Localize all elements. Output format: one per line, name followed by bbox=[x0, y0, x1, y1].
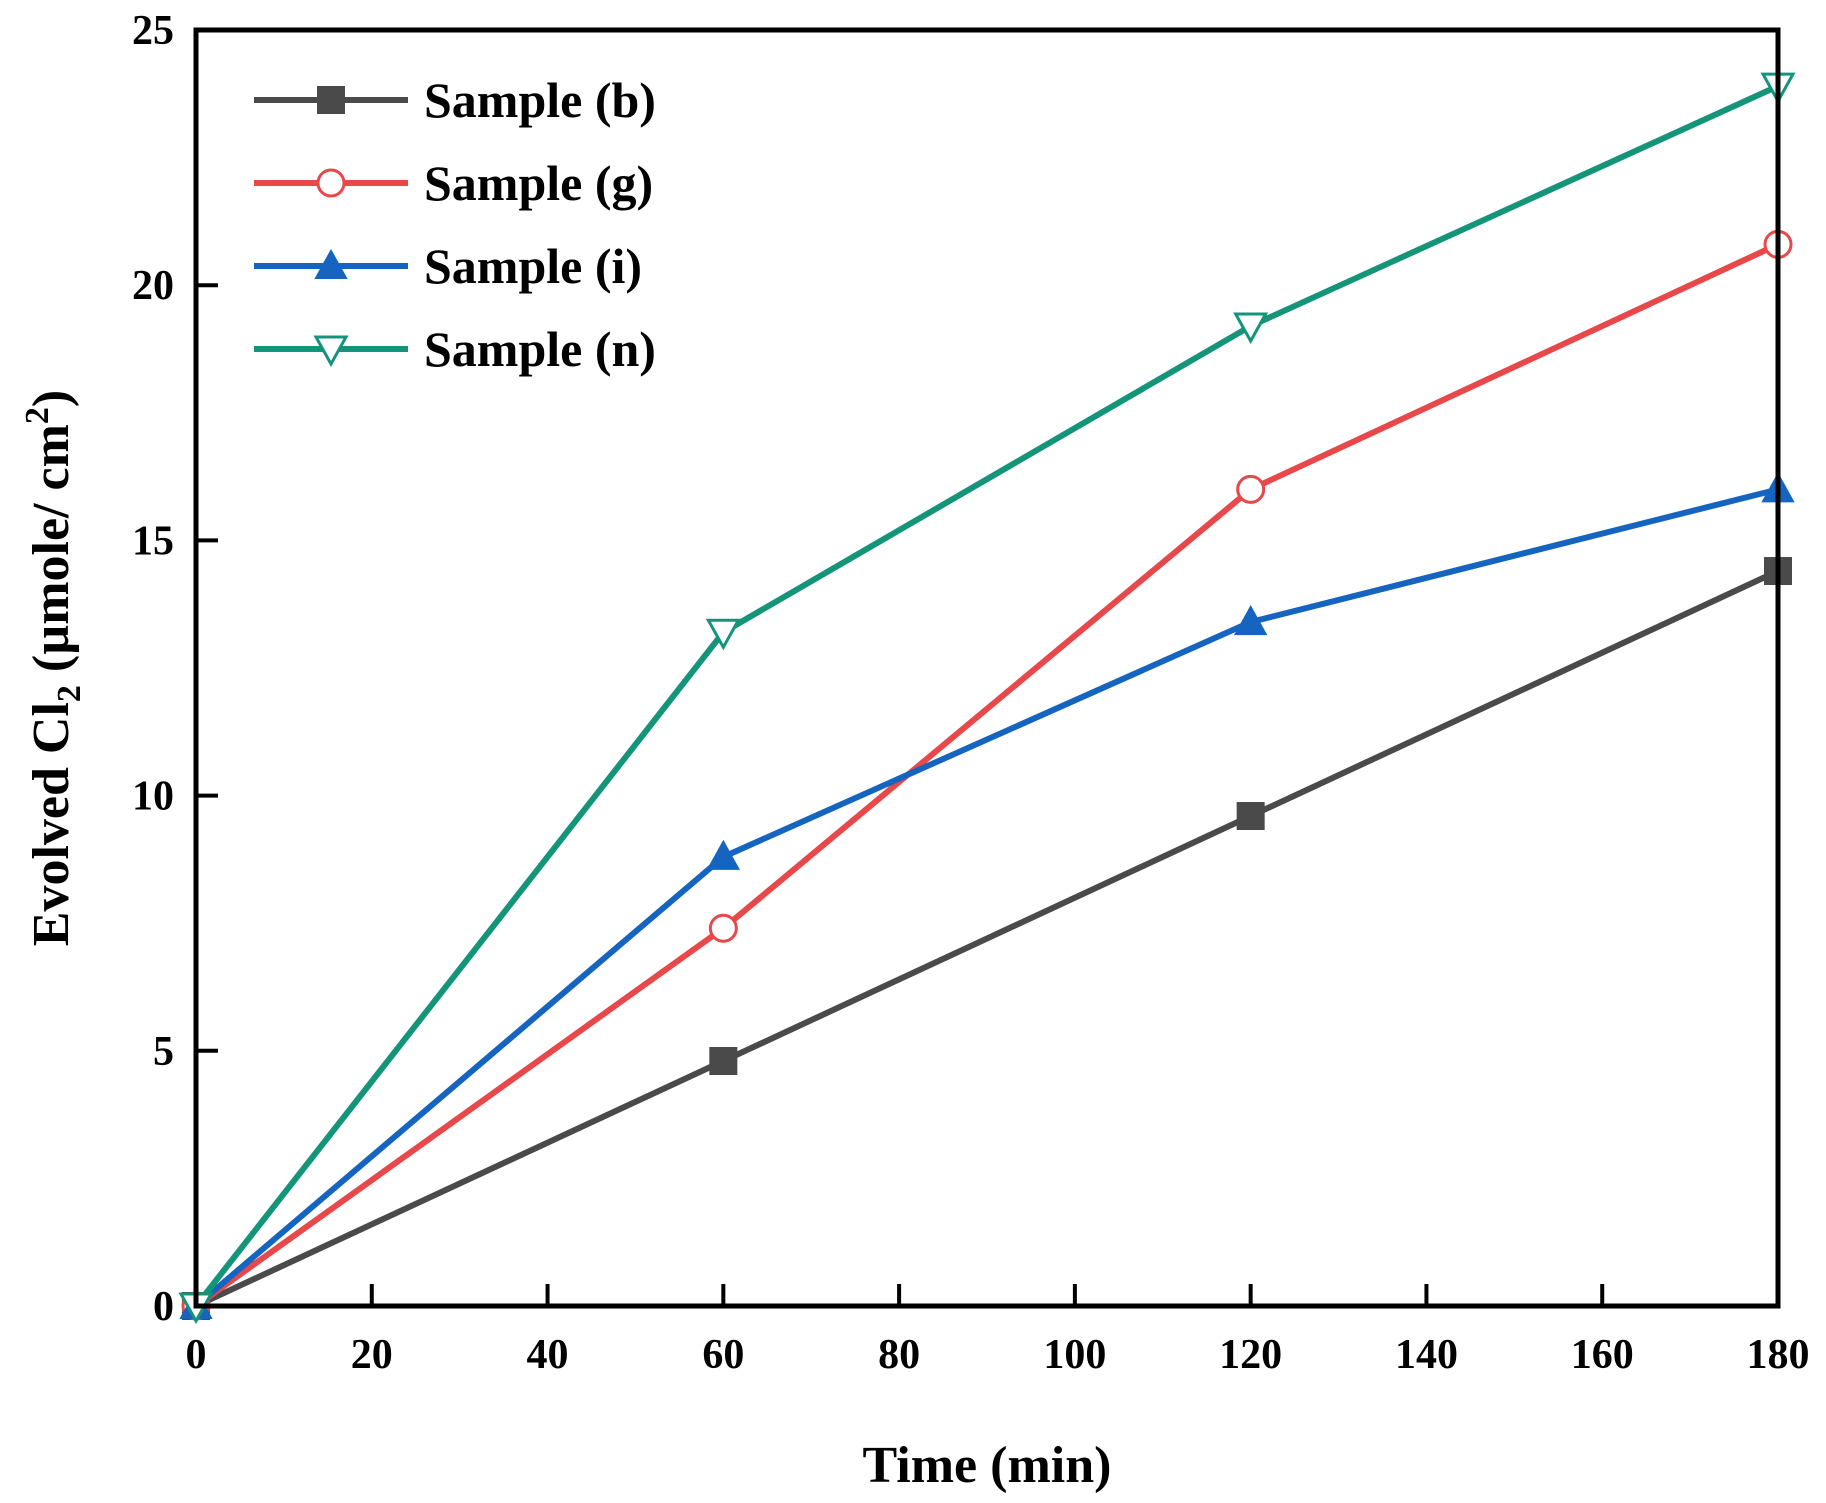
y-axis-title-subscript: 2 bbox=[51, 685, 88, 702]
series-line bbox=[194, 486, 1779, 1309]
data-point bbox=[1236, 802, 1265, 831]
y-tick-label: 0 bbox=[153, 1284, 174, 1330]
legend: Sample (b) Sample (g) Sample (i) Sample (n) bbox=[254, 72, 656, 377]
legend-swatch-marker bbox=[317, 86, 345, 114]
y-axis-title-suffix: ) bbox=[23, 390, 80, 407]
x-tick-label: 80 bbox=[878, 1332, 920, 1378]
data-point bbox=[1233, 605, 1268, 636]
series-4 bbox=[178, 72, 1796, 1325]
legend-entry: Sample (g) bbox=[254, 155, 653, 211]
y-tick-label: 5 bbox=[153, 1029, 174, 1075]
series-line bbox=[194, 568, 1780, 1309]
x-tick-label: 0 bbox=[186, 1332, 207, 1378]
legend-swatch-marker bbox=[313, 335, 349, 368]
data-point bbox=[705, 618, 741, 651]
legend-swatch-marker bbox=[314, 248, 348, 279]
legend-label: Sample (n) bbox=[424, 321, 656, 377]
legend-label: Sample (g) bbox=[424, 155, 653, 211]
legend-entry: Sample (n) bbox=[254, 321, 656, 377]
y-tick-label: 10 bbox=[132, 774, 174, 820]
legend-entry: Sample (i) bbox=[254, 238, 642, 294]
axis-ticks: 0 20 40 60 80 100 120 140 160 180 0 5 10 15 20 25 bbox=[132, 8, 1810, 1378]
series-3 bbox=[179, 472, 1795, 1319]
x-tick-label: 20 bbox=[351, 1332, 393, 1378]
y-axis-title-prefix: Evolved Cl bbox=[23, 702, 80, 946]
legend-label: Sample (i) bbox=[424, 238, 642, 294]
legend-swatch-marker bbox=[316, 168, 346, 198]
x-tick-label: 120 bbox=[1219, 1332, 1282, 1378]
legend-entry: Sample (b) bbox=[254, 72, 656, 128]
data-point bbox=[709, 1047, 738, 1076]
x-tick-label: 140 bbox=[1395, 1332, 1458, 1378]
data-point bbox=[708, 913, 738, 943]
series-1 bbox=[182, 557, 1792, 1320]
series-line bbox=[193, 83, 1780, 1308]
x-axis-title: Time (min) bbox=[863, 1437, 1112, 1494]
y-axis-title: Evolved Cl2 (µmole/ cm2) bbox=[19, 390, 88, 946]
series-line bbox=[194, 241, 1780, 1309]
series-2 bbox=[181, 229, 1793, 1321]
y-tick-label: 20 bbox=[132, 263, 174, 309]
data-point bbox=[1233, 312, 1269, 345]
y-tick-label: 25 bbox=[132, 8, 174, 54]
x-tick-label: 100 bbox=[1043, 1332, 1106, 1378]
x-tick-label: 180 bbox=[1747, 1332, 1810, 1378]
y-axis-title-superscript: 2 bbox=[19, 407, 56, 424]
data-point bbox=[1236, 474, 1266, 504]
legend-label: Sample (b) bbox=[424, 72, 656, 128]
y-tick-label: 15 bbox=[132, 518, 174, 564]
x-tick-label: 40 bbox=[527, 1332, 569, 1378]
y-axis-title-unit: (µmole/ cm bbox=[23, 424, 80, 685]
x-tick-label: 160 bbox=[1571, 1332, 1634, 1378]
plot-area bbox=[178, 72, 1796, 1325]
plot-frame bbox=[193, 27, 1781, 1309]
data-point bbox=[706, 839, 741, 870]
x-tick-label: 60 bbox=[702, 1332, 744, 1378]
